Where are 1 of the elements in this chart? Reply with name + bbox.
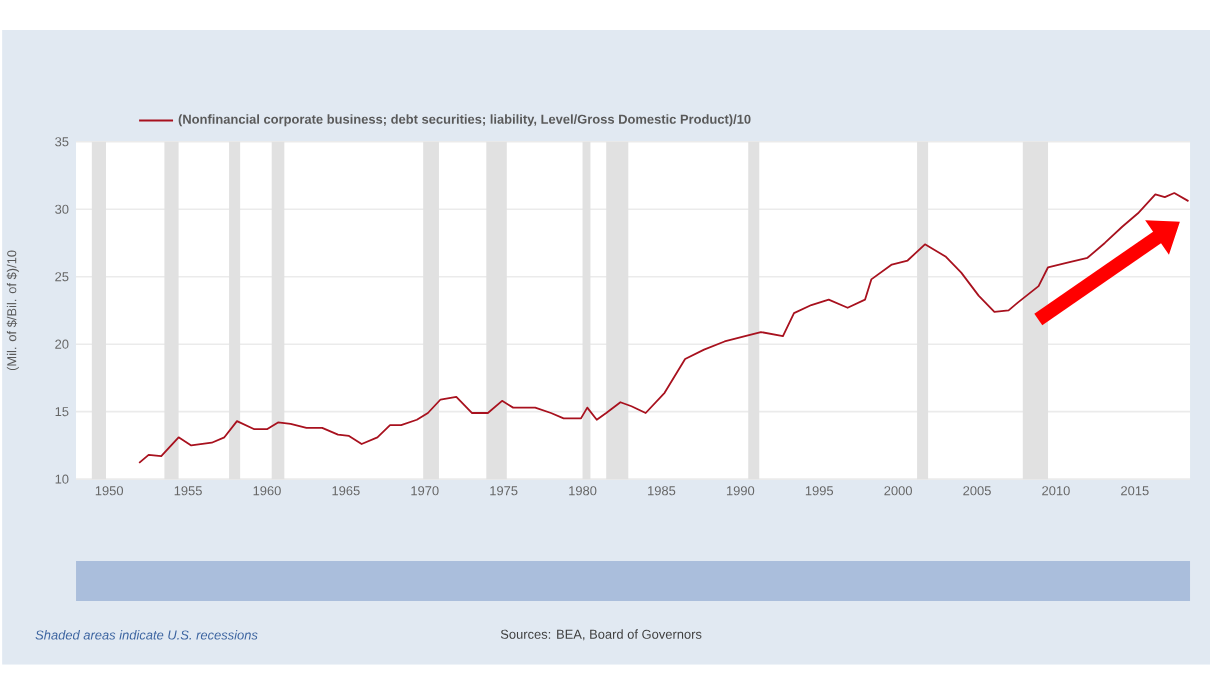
line-series	[138, 191, 1190, 464]
